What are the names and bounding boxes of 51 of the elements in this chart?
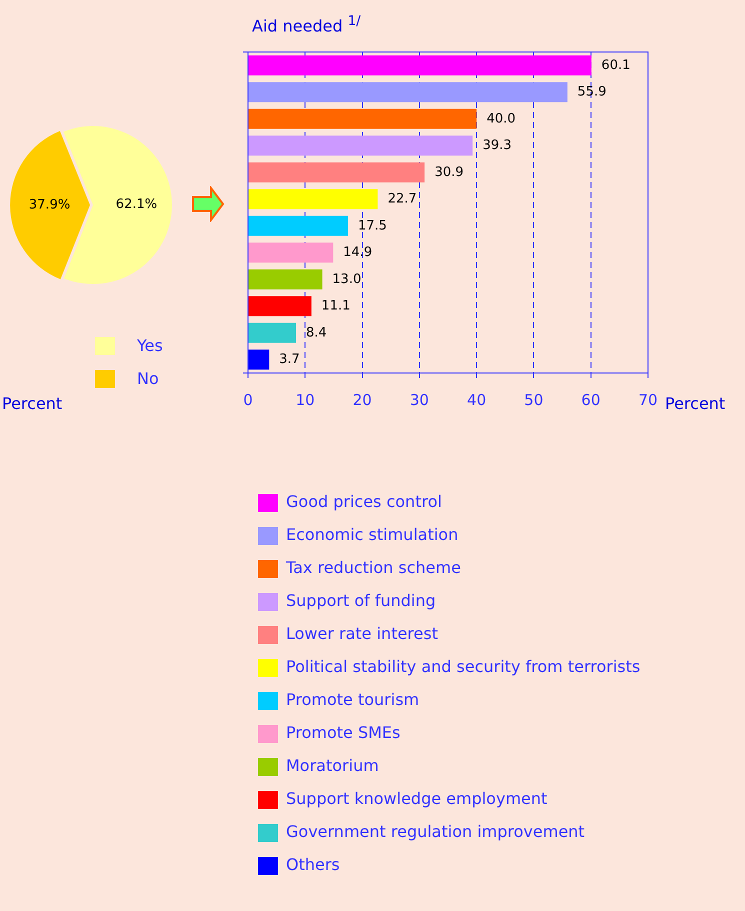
- x-axis-title: Percent: [665, 394, 726, 413]
- legend-label: Political stability and security from terrorists: [286, 657, 640, 676]
- legend-label: Good prices control: [286, 492, 442, 512]
- bar: [248, 162, 425, 182]
- bar: [248, 296, 312, 316]
- legend-label: Lower rate interest: [286, 624, 438, 644]
- x-tick-label: 10: [296, 390, 315, 409]
- bar: [248, 242, 334, 263]
- legend-label: Others: [286, 855, 340, 874]
- legend-label: No: [137, 369, 159, 388]
- legend-label: Promote SMEs: [286, 723, 400, 742]
- legend-label: Support knowledge employment: [286, 789, 548, 808]
- bar: [248, 108, 477, 129]
- data-label: 14.9: [343, 245, 372, 260]
- data-label: 17.5: [358, 218, 387, 234]
- bar: [248, 189, 378, 210]
- x-tick-label: 40: [467, 390, 486, 409]
- data-label: 39.3: [482, 138, 512, 153]
- x-tick-label: 20: [352, 390, 372, 409]
- bar: [248, 216, 348, 236]
- data-label: 55.9: [577, 84, 606, 100]
- bar: [248, 350, 270, 370]
- data-label: 62.1%: [116, 197, 158, 212]
- legend-label: Tax reduction scheme: [285, 558, 461, 578]
- x-tick-label: 30: [410, 390, 429, 409]
- bar: [248, 55, 592, 76]
- chart-title: Aid needed $^{1/}$: [252, 14, 361, 36]
- bar: [248, 322, 296, 343]
- legend-label: Support of funding: [286, 591, 436, 610]
- bar: [248, 269, 322, 290]
- legend-label: Promote tourism: [286, 690, 420, 710]
- data-label: 37.9%: [28, 198, 70, 213]
- legend-label: Yes: [137, 336, 163, 355]
- legend-label: Moratorium: [286, 756, 379, 776]
- legend-label: Government regulation improvement: [286, 822, 585, 842]
- data-label: 11.1: [321, 298, 350, 314]
- data-label: 8.4: [306, 325, 327, 340]
- data-label: 13.0: [332, 272, 362, 287]
- legend-label: Economic stimulation: [286, 525, 458, 544]
- data-label: 60.1: [601, 58, 630, 73]
- x-tick-label: 0: [243, 390, 253, 409]
- text: Percent: [2, 394, 62, 413]
- x-tick-label: 60: [581, 390, 600, 409]
- bar: [248, 82, 568, 102]
- data-label: 22.7: [388, 192, 417, 206]
- data-label: 30.9: [434, 164, 464, 180]
- data-label: 3.7: [279, 352, 300, 367]
- data-label: 40.0: [486, 111, 516, 126]
- bar: [248, 136, 473, 156]
- x-tick-label: 50: [524, 390, 544, 409]
- x-tick-label: 70: [638, 390, 658, 409]
